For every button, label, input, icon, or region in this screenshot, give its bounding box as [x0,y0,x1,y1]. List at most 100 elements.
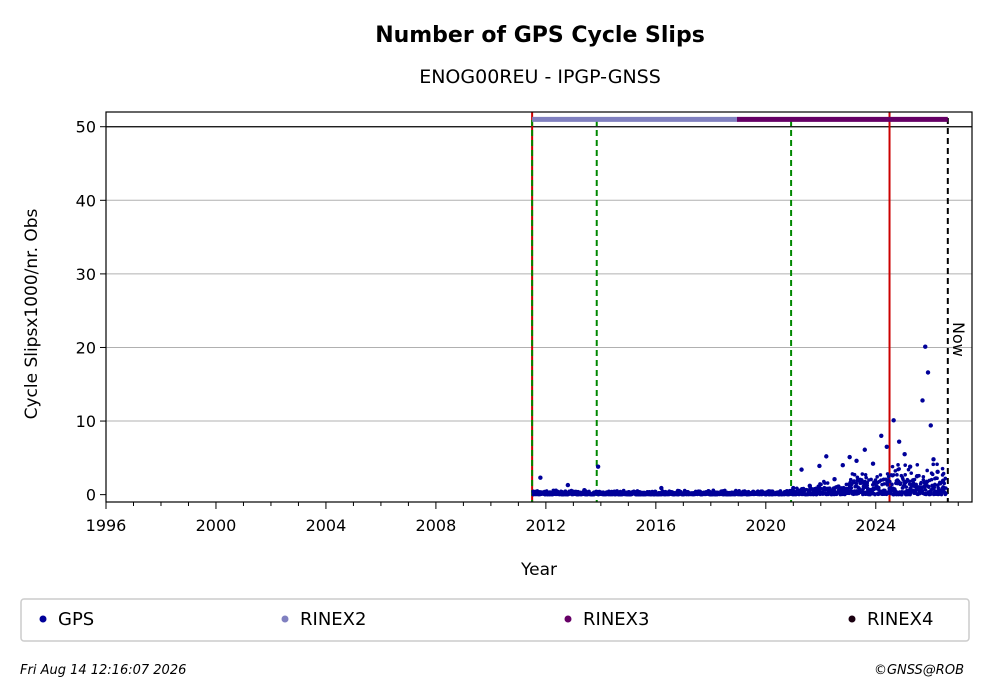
gps-point [911,480,916,485]
gps-point [939,492,944,497]
gps-point [928,423,933,428]
gps-point [763,491,769,497]
gps-point [896,463,900,467]
gps-point [898,481,903,486]
gps-point [863,472,868,477]
gps-point [840,463,845,468]
gps-point [897,467,901,471]
gps-point [933,482,937,487]
y-tick-label: 40 [76,191,96,210]
gps-point [852,479,856,483]
gps-point [865,483,870,488]
gps-point [940,478,946,483]
gps-point [935,469,940,475]
gps-point [909,471,914,475]
gps-point [799,467,804,472]
gps-point [886,474,891,479]
x-tick-label: 2024 [855,516,896,535]
legend-label-rinex4: RINEX4 [867,609,933,630]
gps-point [862,447,867,452]
x-tick-label: 2020 [745,516,786,535]
gps-point [929,477,934,482]
gps-point [931,462,936,467]
gps-point [860,472,865,476]
gps-points [531,344,948,497]
legend-marker-gps [39,615,47,623]
gps-point [923,344,928,349]
gps-point [864,475,868,480]
gps-point [870,461,876,466]
gps-point [817,463,822,469]
gps-point [631,489,637,494]
chart-subtitle: ENOG00REU - IPGP-GNSS [419,66,661,88]
gps-point [887,479,892,484]
gps-point [923,488,928,492]
legend-label-rinex2: RINEX2 [300,609,366,630]
gps-point [675,488,681,494]
gps-point [891,492,896,497]
gps-point [879,433,884,438]
gps-point [873,492,877,497]
gps-point [907,464,913,469]
gps-point [659,485,664,491]
gps-point [935,462,939,467]
x-tick-label: 2012 [526,516,567,535]
gps-point [697,489,703,494]
event-lines [531,112,949,502]
y-tick-label: 0 [86,486,96,505]
y-axis: 0 10 20 30 40 50 [76,118,106,505]
y-axis-label: Cycle Slipsx1000/nr. Obs [22,208,42,419]
gps-point [893,469,898,473]
gps-point [859,478,864,482]
gps-point [929,490,933,494]
gps-point [885,483,890,487]
gps-point [891,473,896,477]
gps-point [932,485,937,490]
gps-point [854,458,859,463]
gps-point [925,370,931,375]
gps-point [885,472,890,476]
x-axis: 1996 2000 2004 2008 2012 2016 2020 2024 [86,502,959,535]
legend-label-gps: GPS [58,609,94,630]
gps-point [914,482,918,487]
legend-marker-rinex2 [281,615,289,623]
gps-point [531,489,536,494]
gps-point [849,486,854,490]
y-tick-label: 10 [76,412,96,431]
gps-point [890,482,894,487]
gps-point [832,476,837,482]
gps-point [884,444,889,450]
gps-point [935,476,939,481]
gps-point [891,418,896,423]
gps-point [902,451,907,457]
gps-point [878,473,883,477]
legend-box [20,598,970,642]
plot-frame [105,111,973,503]
gps-point [931,457,936,462]
gps-point [565,482,571,488]
gps-point [907,479,912,484]
gps-point [551,488,557,494]
gps-point [940,466,945,471]
gps-point [930,472,935,477]
gps-point [862,482,867,487]
gps-point [859,481,864,485]
gps-point [877,485,881,490]
x-tick-label: 2004 [306,516,347,535]
gps-point [852,472,857,477]
gps-point [921,474,926,479]
x-axis-label: Year [520,560,557,580]
gps-point [919,480,923,485]
gps-point [925,468,929,473]
gps-point [914,474,920,479]
gps-point [904,485,909,489]
gps-point [823,481,827,485]
gps-point [847,454,852,460]
gps-point [882,482,887,486]
legend: GPS RINEX2 RINEX3 RINEX4 [39,609,933,630]
gps-point [819,482,823,487]
x-tick-label: 1996 [86,516,127,535]
now-label: Now [949,322,968,357]
gps-point [903,463,907,467]
